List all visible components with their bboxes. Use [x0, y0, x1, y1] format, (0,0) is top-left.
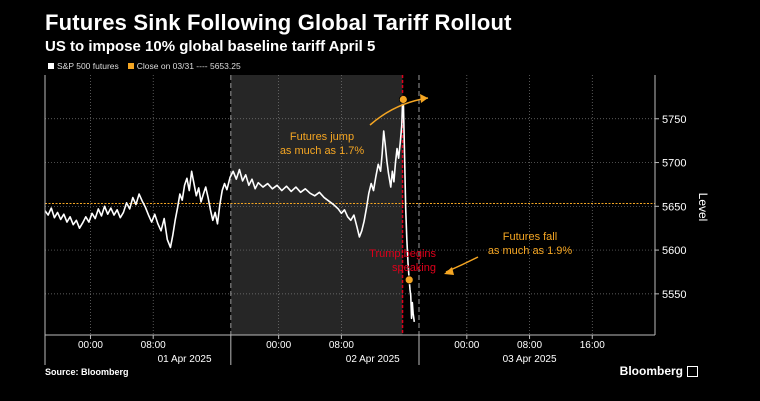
x-tick-label: 00:00 — [454, 340, 479, 351]
x-day-label: 02 Apr 2025 — [346, 354, 400, 365]
x-tick-label: 00:00 — [78, 340, 103, 351]
data-marker — [404, 275, 414, 285]
legend-swatch-close — [127, 63, 134, 69]
x-day-label: 03 Apr 2025 — [503, 354, 557, 365]
brand-logo: Bloomberg — [620, 364, 698, 378]
annotation-jump-text: as much as 1.7% — [280, 145, 365, 157]
y-tick-label: 5700 — [662, 158, 686, 170]
x-day-label: 01 Apr 2025 — [158, 354, 212, 365]
brand-mark-icon — [687, 365, 698, 377]
legend-swatch-series — [48, 63, 54, 69]
y-axis-label: Level — [696, 193, 710, 222]
x-tick-label: 08:00 — [329, 340, 354, 351]
data-marker — [398, 95, 408, 104]
legend-item-series: S&P 500 futures — [45, 61, 119, 71]
shaded-region — [230, 75, 403, 335]
legend-item-close: Close on 03/31 ---- 5653.25 — [125, 61, 241, 71]
annotation-jump-arrowhead — [420, 94, 428, 103]
y-tick-label: 5600 — [662, 245, 686, 257]
annotation-fall-text: Futures fall — [503, 231, 557, 243]
x-tick-label: 16:00 — [580, 340, 605, 351]
y-tick-label: 5650 — [662, 201, 686, 213]
chart-legend: S&P 500 futures Close on 03/31 ---- 5653… — [45, 61, 247, 71]
y-tick-label: 5550 — [662, 289, 686, 301]
chart-subtitle: US to impose 10% global baseline tariff … — [45, 38, 376, 55]
annotation-event-text: speaking — [392, 262, 436, 274]
x-tick-label: 08:00 — [141, 340, 166, 351]
chart-title: Futures Sink Following Global Tariff Rol… — [45, 10, 512, 35]
annotation-fall-arrowhead — [444, 267, 454, 275]
annotation-jump-text: Futures jump — [290, 131, 354, 143]
x-tick-label: 08:00 — [517, 340, 542, 351]
series-line — [44, 98, 416, 322]
y-tick-label: 5750 — [662, 114, 686, 126]
x-tick-label: 00:00 — [266, 340, 291, 351]
source-note: Source: Bloomberg — [45, 367, 129, 377]
annotation-event-text: Trump begins — [369, 248, 436, 260]
annotation-fall-text: as much as 1.9% — [488, 245, 573, 257]
brand-name: Bloomberg — [619, 364, 683, 378]
legend-label-close: Close on 03/31 ---- 5653.25 — [136, 61, 241, 71]
legend-label-series: S&P 500 futures — [57, 61, 119, 71]
